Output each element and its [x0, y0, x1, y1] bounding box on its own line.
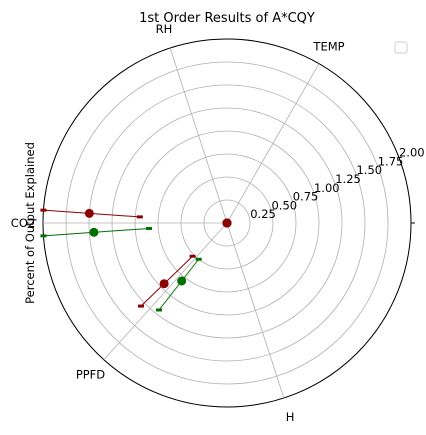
error-cap-red-ppfd-0 [189, 254, 196, 258]
angular-grid [43, 47, 415, 399]
r-tick-label-7: 2.00 [399, 146, 425, 160]
category-label-h: H [286, 410, 295, 424]
point-red-co2 [84, 208, 94, 218]
r-tick-label-3: 1.00 [314, 181, 340, 195]
r-tick-label-4: 1.25 [335, 172, 361, 186]
radial-tick-labels: 0.250.500.751.001.251.501.752.00 [250, 146, 424, 222]
category-label-co2: CO2 [11, 216, 35, 230]
error-cap-green-co2-0 [145, 226, 152, 230]
category-label-temp: TEMP [312, 39, 344, 53]
y-axis-label: Percent of Output Explained [23, 142, 37, 304]
data-points [84, 208, 232, 289]
category-label-rh: RH [156, 22, 173, 36]
error-cap-green-co2-1 [40, 234, 47, 238]
error-bars [40, 208, 202, 312]
error-cap-green-ppfd-1 [156, 308, 163, 312]
error-cap-red-co2-1 [40, 208, 47, 212]
r-tick-label-0: 0.25 [250, 207, 276, 221]
chart-title: 1st Order Results of A*CQY [139, 11, 315, 26]
legend [394, 41, 408, 54]
spoke-rh [169, 47, 228, 224]
spoke-h [226, 222, 285, 399]
point-red-h [222, 218, 232, 228]
point-green-ppfd [177, 276, 187, 286]
r-tick-label-6: 1.75 [378, 154, 404, 168]
point-green-co2 [89, 227, 99, 237]
error-bar-green-ppfd [158, 258, 200, 311]
error-cap-red-ppfd-1 [137, 304, 144, 308]
category-label-ppfd: PPFD [76, 368, 105, 382]
spoke-ppfd [103, 222, 228, 361]
error-cap-green-ppfd-0 [195, 257, 202, 261]
category-labels: TEMP RH CO2 PPFD H [11, 22, 345, 424]
spoke-temp [226, 63, 320, 224]
point-red-ppfd [159, 279, 169, 289]
r-tick-label-1: 0.50 [271, 198, 297, 212]
r-tick-label-2: 0.75 [293, 190, 319, 204]
error-cap-red-co2-0 [136, 215, 143, 219]
r-tick-label-5: 1.50 [356, 163, 382, 177]
